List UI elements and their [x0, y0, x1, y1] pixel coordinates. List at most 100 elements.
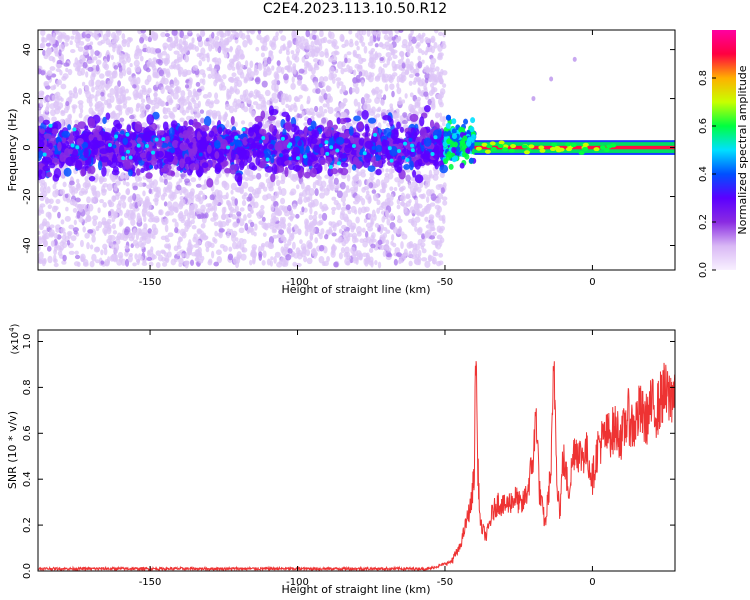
spectrogram-scatter-point [138, 228, 142, 235]
spectrogram-scatter-point [106, 103, 113, 109]
spectrogram-scatter-point [211, 120, 215, 126]
spectrogram-scatter-point [340, 67, 345, 75]
spectrogram-scatter-point [333, 177, 339, 186]
spectrogram-scatter-point [140, 98, 146, 104]
spectrogram-scatter-point [188, 205, 194, 212]
spectrogram-scatter-point [275, 179, 281, 187]
spectrogram-scatter-point [142, 89, 148, 96]
spectrogram-scatter-point [72, 105, 76, 114]
spectrogram-scatter-point [184, 178, 191, 184]
spectrogram-scatter-point [114, 194, 120, 200]
spectrogram-scatter-point [121, 33, 126, 40]
spectrogram-scatter-point [147, 249, 154, 256]
spectrogram-scatter-point [242, 39, 248, 48]
spectrogram-scatter-point [120, 194, 127, 200]
spectrogram-scatter-point [392, 54, 398, 59]
spectrogram-scatter-point [119, 71, 124, 76]
spectrogram-scatter-point [175, 85, 180, 93]
spectrogram-scatter-point [46, 70, 53, 77]
spectrogram-scatter-point [216, 232, 222, 237]
spectrogram-scatter-point [141, 208, 148, 217]
spectrogram-scatter-point [209, 194, 215, 201]
spectrogram-scatter-point [90, 48, 94, 56]
spectrogram-scatter-point [236, 44, 242, 52]
spectrogram-scatter-point [132, 262, 137, 267]
spectrogram-scatter-point [286, 40, 293, 48]
spectrogram-scatter-point [192, 88, 197, 96]
spectrogram-scatter-point [345, 251, 351, 258]
spectrogram-scatter-point [219, 31, 224, 38]
spectrogram-scatter-point [241, 199, 247, 206]
spectrogram-scatter-point [61, 260, 67, 265]
spectrogram-scatter-point [266, 56, 272, 65]
spectrogram-scatter-point [238, 30, 243, 39]
spectrogram-scatter-point [62, 254, 67, 262]
spectrogram-scatter-point [52, 43, 58, 48]
spectrogram-core-point [136, 168, 141, 176]
spectrogram-scatter-point [196, 88, 202, 93]
spectrogram-scatter-point [128, 75, 134, 82]
spectrogram-scatter-point [386, 247, 392, 252]
spectrogram-scatter-point [243, 168, 250, 176]
spectrogram-scatter-point [398, 258, 404, 264]
spectrogram-scatter-point [416, 208, 421, 217]
spectrogram-scatter-point [125, 88, 129, 94]
spectrogram-scatter-point [417, 89, 422, 94]
spectrogram-scatter-point [336, 219, 343, 226]
spectrogram-scatter-point [163, 178, 168, 186]
spectrogram-scatter-point [198, 60, 203, 67]
spectrogram-scatter-point [260, 244, 265, 252]
spectrogram-scatter-point [428, 77, 433, 83]
spectrogram-scatter-point [187, 100, 191, 106]
spectrogram-scatter-point [167, 181, 173, 190]
spectrogram-scatter-point [257, 93, 264, 100]
spectrogram-scatter-point [424, 216, 429, 222]
spectrogram-scatter-point [113, 183, 118, 192]
spectrogram-scatter-point [261, 260, 266, 266]
spectrogram-scatter-point [70, 235, 77, 242]
spectrogram-scatter-point [183, 222, 190, 227]
spectrogram-scatter-point [438, 112, 443, 118]
spectrogram-scatter-point [106, 183, 113, 192]
spectrogram-scatter-point [132, 193, 137, 201]
spectrogram-scatter-point [297, 196, 303, 205]
spectrogram-scatter-point [190, 219, 195, 225]
spectrogram-scatter-point [280, 173, 286, 182]
spectrogram-scatter-point [74, 34, 81, 40]
spectrogram-scatter-point [335, 106, 340, 112]
spectrogram-scatter-point [316, 113, 322, 119]
spectrogram-core-point [111, 169, 120, 176]
spectrogram-scatter-point [401, 62, 406, 69]
spectrogram-scatter-point [202, 94, 209, 99]
spectrogram-scatter-point [176, 56, 183, 63]
spectrogram-scatter-point [236, 187, 242, 193]
spectrogram-scatter-point [162, 114, 169, 120]
spectrogram-scatter-point [214, 230, 218, 237]
spectrogram-scatter-point [195, 208, 202, 215]
spectrogram-scatter-point [221, 206, 226, 215]
spectrogram-scatter-point [46, 245, 52, 252]
spectrogram-scatter-point [56, 79, 60, 87]
spectrogram-scatter-point [392, 66, 396, 72]
spectrogram-scatter-point [49, 224, 55, 229]
spectrogram-scatter-point [413, 68, 420, 73]
spectrogram-scatter-point [191, 37, 195, 44]
spectrogram-scatter-point [222, 74, 227, 80]
spectrogram-scatter-point [125, 96, 132, 101]
spectrogram-scatter-point [423, 91, 429, 97]
spectrogram-scatter-point [376, 93, 383, 100]
spectrogram-scatter-point [421, 257, 428, 262]
spectrogram-scatter-point [52, 183, 57, 190]
spectrogram-scatter-point [360, 172, 366, 178]
spectrogram-scatter-point [209, 242, 215, 249]
spectrogram-scatter-point [198, 52, 205, 60]
spectrogram-core-point [337, 167, 344, 174]
spectrogram-scatter-point [171, 218, 177, 223]
spectrogram-scatter-point [356, 110, 363, 117]
spectrogram-scatter-point [366, 30, 371, 37]
spectrogram-scatter-point [368, 50, 374, 55]
spectrogram-scatter-point [199, 30, 206, 38]
spectrogram-scatter-point [135, 106, 140, 112]
spectrogram-scatter-point [81, 81, 86, 87]
spectrogram-scatter-point [40, 30, 46, 36]
